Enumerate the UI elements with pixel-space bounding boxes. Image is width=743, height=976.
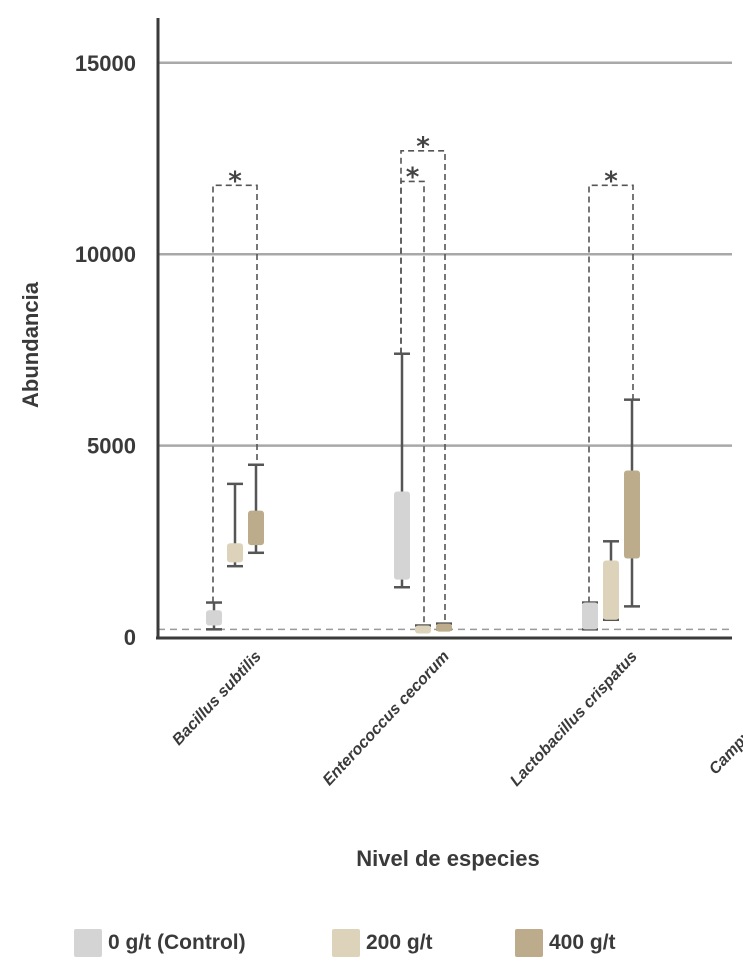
legend-label-400: 400 g/t (549, 931, 616, 954)
x-category-label: Bacillus subtilis (169, 648, 265, 749)
box-1-2 (436, 623, 452, 632)
box-2-2 (624, 470, 640, 559)
legend: 0 g/t (Control) 200 g/t 400 g/t (0, 920, 743, 964)
box-2-1 (603, 560, 619, 620)
y-tick-label: 15000 (75, 51, 136, 76)
box-2-0 (582, 602, 598, 630)
significance-label: * (416, 132, 430, 162)
boxes (206, 352, 640, 634)
legend-label-200: 200 g/t (366, 931, 433, 954)
significance-brackets (212, 150, 634, 626)
box-0-2 (248, 510, 264, 546)
y-tick-label: 10000 (75, 242, 136, 267)
significance-label: * (604, 166, 618, 196)
box-0-1 (227, 543, 243, 563)
significance-bracket (400, 150, 446, 624)
legend-item-control: 0 g/t (Control) (74, 928, 246, 958)
legend-label-control: 0 g/t (Control) (108, 931, 246, 954)
x-category-label: Lactobacillus crispatus (507, 648, 641, 790)
y-tick-label: 5000 (87, 434, 136, 459)
x-category-label: Enterococcus cecorum (320, 648, 453, 789)
legend-item-400: 400 g/t (515, 928, 616, 958)
box-1-0 (394, 491, 410, 580)
legend-swatch-control (74, 929, 102, 957)
x-axis-title: Nivel de especies (356, 846, 539, 871)
x-category-label: Campylobacter jejuni (706, 648, 743, 778)
y-axis-title: Abundancia (18, 281, 43, 408)
box-0-0 (206, 610, 222, 626)
significance-bracket (212, 184, 258, 603)
significance-label: * (406, 162, 420, 192)
legend-item-200: 200 g/t (332, 928, 433, 958)
significance-label: * (228, 166, 242, 196)
y-tick-label: 0 (124, 625, 136, 650)
box-1-1 (415, 625, 431, 634)
axes (156, 18, 732, 640)
legend-swatch-400 (515, 929, 543, 957)
legend-swatch-200 (332, 929, 360, 957)
significance-bracket (400, 180, 425, 626)
